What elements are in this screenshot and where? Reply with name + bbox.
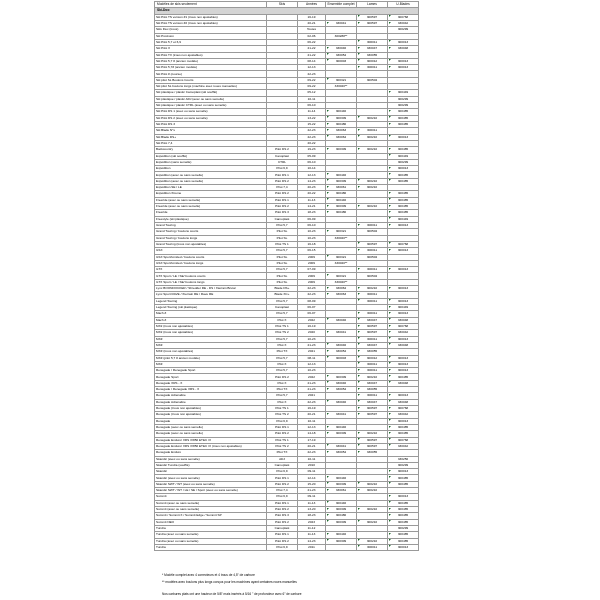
table-row: Tundra Camoplast 11-12 300299: [154, 524, 419, 533]
cell-ublades: 300299: [387, 158, 419, 167]
table-row: Backcountry Pilot DS 2 19-23 300309 300210 30…: [154, 146, 419, 154]
section-label: Ski-Doo: [154, 7, 419, 15]
table-row: Renegade (trous non ajustables) Pilot TS …: [154, 411, 419, 419]
table-row: MXZ Pilot 5,7 10-23 300011 300013: [154, 335, 419, 343]
table-row: Grand Touring / boulons longs Pilot SL 10-…: [154, 234, 419, 242]
cell-ublades-with-marker: 300449: [387, 152, 419, 160]
table-row: Expédition (avec ou sans semelle) Pilot D…: [154, 177, 419, 186]
table-row: GSX Pilot 5,7 06-15 300011 300013: [154, 247, 419, 255]
header-row: Modèles de skis seulement Skis Années En…: [154, 0, 419, 9]
table-row: Expédition (avec ou sans semelle) Pilot D…: [154, 171, 419, 179]
cell-ublades: 300299: [387, 26, 419, 34]
cell-ublades-with-marker: 330048: [387, 45, 419, 53]
cell-ublades-with-marker: 300485: [387, 196, 419, 205]
table-row: Ski Précision 02-06 300288**: [154, 32, 419, 40]
cell-ensemble-complet: [325, 543, 357, 552]
table-row: Ski Blade DS+ 22-23 330064 300210 300013: [154, 133, 419, 141]
cell-ublades-with-marker: 300485: [387, 209, 419, 217]
cell-ublades-with-marker: 300485: [387, 146, 419, 154]
table-row: Ski Pilot TX (trous non ajustables) 21-22…: [154, 51, 419, 59]
cell-ublades: [387, 32, 419, 40]
table-row: Skandic Pilot 6,9 09-11 300013: [154, 468, 419, 476]
table-row: MXZ (pilot 5,7 # ancien modèle) Pilot 5,7…: [154, 354, 419, 362]
cell-ublades-with-marker: 300485: [387, 177, 419, 186]
table-row: Ski Pilot 5,7 et 6,9 06-22 300011 300013: [154, 38, 419, 47]
table-row: Summit / Summit X / Summit Edge / Summit…: [154, 512, 419, 520]
table-row: Expédition SE / LE Pilot 7,4 20-23 330061 30…: [154, 184, 419, 192]
footnote-carbide-height: Nos carbures plats ont une hauteur de 5/…: [162, 592, 302, 596]
cell-ublades-with-marker: 300485: [387, 171, 419, 179]
cell-ublades: [387, 184, 419, 192]
cell-ublades-with-marker: 300485: [387, 518, 419, 526]
cell-ublades-with-marker: 300485: [387, 190, 419, 198]
ski-compatibility-table: Modèles de skis seulement Skis Années En…: [154, 0, 419, 552]
table-row: Ski pilot SL boulons longs (machine avec…: [154, 83, 419, 91]
cell-ublades-with-marker: 300013: [387, 165, 419, 173]
table-row: Freestyle (ski plastique) Camoplast 06-09 3…: [154, 215, 419, 223]
cell-annees: 2011: [297, 543, 326, 552]
section-row-ski-doo: Ski-Doo: [154, 7, 419, 15]
footnote-single-asterisk: * Modèle complet avec 4 correcteurs et 4…: [162, 573, 255, 577]
table-row: Expédition Pilot 6,9 10-14 300013: [154, 165, 419, 173]
table-row: Freeride Pilot DS 3 18-23 300486 300485: [154, 209, 419, 217]
cell-model: Tundra: [154, 543, 267, 552]
cell-ublades-with-marker: 300013: [387, 221, 419, 230]
table-row: Freeride (avec ou sans semelle) Pilot DS …: [154, 202, 419, 211]
table-row: Tundra Pilot 6,9 2011 300011 300013: [154, 543, 419, 552]
cell-ublades-with-marker: 300449: [387, 215, 419, 223]
table-row: Ski pilot SL Boulons Courts 09-22 300321 30…: [154, 76, 419, 85]
table-row: Grand Touring (trous non ajustables) Pilo…: [154, 240, 419, 249]
table-row: GSX Sport/Limited / boulons longs Pilot S…: [154, 259, 419, 268]
table-row: Renegade XRS - X Pilot X 21-23 330046 330047…: [154, 379, 419, 388]
table-row: Ski Pilot DS 2 (avec ou sans semelle) 13-…: [154, 114, 419, 122]
table-row: Expédition (sans semelle) CTRL 06-10 300299: [154, 158, 419, 167]
cell-ublades-with-marker: 300013: [387, 543, 419, 552]
table-row: Grand Touring Pilot 5,7 06-10 300011 300013: [154, 221, 419, 230]
table-row: Summit NEO Pilot DS 2 2023 300309 300210 3004…: [154, 518, 419, 526]
table-row: Lynx Sport RAVE / Xterrain RE / Rave RE B…: [154, 291, 419, 299]
cell-ublades: [387, 234, 419, 242]
table-row: Ski Pilot 7,4 20-22: [154, 139, 419, 148]
table-row: Renegade (avec ou sans semelle) Pilot DS …: [154, 430, 419, 438]
table-row: Lynx BOONDOCKER / Shredder RE - DS / Xte…: [154, 285, 419, 293]
cell-ublades-with-marker: 300013: [387, 247, 419, 255]
cell-ublades: [387, 139, 419, 148]
table-row: Grand Touring / boulons courts Pilot SL 10…: [154, 228, 419, 236]
cell-ublades: [387, 51, 419, 59]
cell-ublades-with-marker: 300485: [387, 202, 419, 211]
cell-ublades: [387, 127, 419, 135]
table-row: Ski Pilot X 21-22 330046 330047 330048: [154, 45, 419, 53]
cell-ublades-with-marker: 300013: [387, 38, 419, 47]
table-row: MXZ (trous non ajustables) Pilot TX 2021 33…: [154, 348, 419, 356]
cell-ublades-with-marker: 300485: [387, 537, 419, 545]
table-row: Ski plastique / plastic Camoplast (ski s…: [154, 89, 419, 97]
table-row: Expédition Xtreme Pilot DS 2 20-22 300486 30…: [154, 190, 419, 198]
cell-lames-with-marker: 300011: [356, 543, 388, 552]
table-row: Renegade Enduro/ XRS /X850 ETEC /X Pilot …: [154, 436, 419, 444]
cell-ublades-with-marker: 300013: [387, 133, 419, 141]
table-row: Skis Flex (trous) Toutes 300299: [154, 26, 419, 34]
table-row: Skandic (avec ou sans semelle) Pilot DS 1…: [154, 474, 419, 482]
table-row: GTX Sport / LE / SE/ boulons courts Pilot…: [154, 272, 419, 280]
table-body: Ski-Doo Ski Pilot TS version #1 (trous no…: [154, 7, 419, 552]
table-row: Legend Touring Pilot 5,7 08-09 300011 300013: [154, 297, 419, 306]
table-row: GTX Sport / LE / SE/ boulons longs Pilot …: [154, 278, 419, 287]
table-row: Freeride (avec ou sans semelle) Pilot DS …: [154, 196, 419, 205]
cell-ublades: 300299: [387, 524, 419, 533]
cell-ublades-with-marker: 300768: [387, 240, 419, 249]
cell-skis: Pilot 6,9: [266, 543, 298, 552]
table-row: Ski Blade N°s 22-23 330063 300011: [154, 127, 419, 135]
cell-ublades: [387, 228, 419, 236]
table-row: Expédition (ski soufflé) Canoplast 05-09 30…: [154, 152, 419, 160]
cell-ublades-with-marker: 300485: [387, 531, 419, 539]
table-header: Modèles de skis seulement Skis Années En…: [154, 0, 419, 9]
cell-ublades-with-marker: 300485: [387, 512, 419, 520]
footnote-double-asterisk: ** modèles avec boulons plus longs conçu…: [162, 580, 297, 584]
